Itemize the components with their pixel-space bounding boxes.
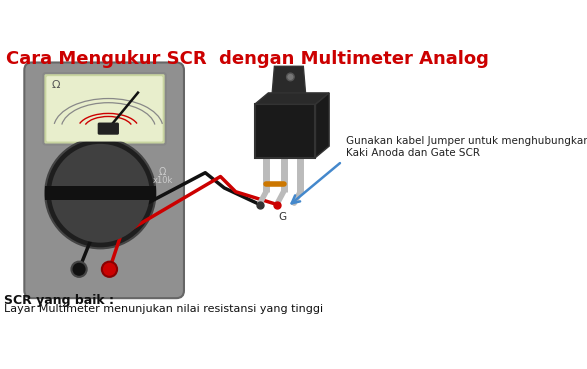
Circle shape — [72, 262, 87, 277]
Text: SCR yang baik :: SCR yang baik : — [4, 294, 114, 307]
Bar — [45, 186, 156, 200]
Text: x10k: x10k — [153, 176, 173, 185]
Text: Ω: Ω — [159, 166, 166, 176]
Polygon shape — [272, 66, 306, 94]
Text: G: G — [278, 212, 286, 222]
Text: Ω: Ω — [52, 80, 60, 90]
Polygon shape — [255, 93, 329, 104]
FancyBboxPatch shape — [46, 76, 163, 142]
Text: Gunakan kabel Jumper untuk menghubungkan
Kaki Anoda dan Gate SCR: Gunakan kabel Jumper untuk menghubungkan… — [346, 136, 587, 158]
Text: Layar Multimeter menunjukan nilai resistansi yang tinggi: Layar Multimeter menunjukan nilai resist… — [4, 304, 323, 314]
FancyBboxPatch shape — [43, 73, 166, 145]
Circle shape — [286, 73, 294, 81]
Polygon shape — [255, 104, 315, 158]
Ellipse shape — [51, 144, 150, 243]
Ellipse shape — [45, 138, 156, 248]
FancyBboxPatch shape — [24, 62, 184, 298]
Polygon shape — [315, 93, 329, 158]
Text: Cara Mengukur SCR  dengan Multimeter Analog: Cara Mengukur SCR dengan Multimeter Anal… — [6, 49, 489, 68]
Circle shape — [102, 262, 117, 277]
FancyBboxPatch shape — [97, 123, 119, 135]
